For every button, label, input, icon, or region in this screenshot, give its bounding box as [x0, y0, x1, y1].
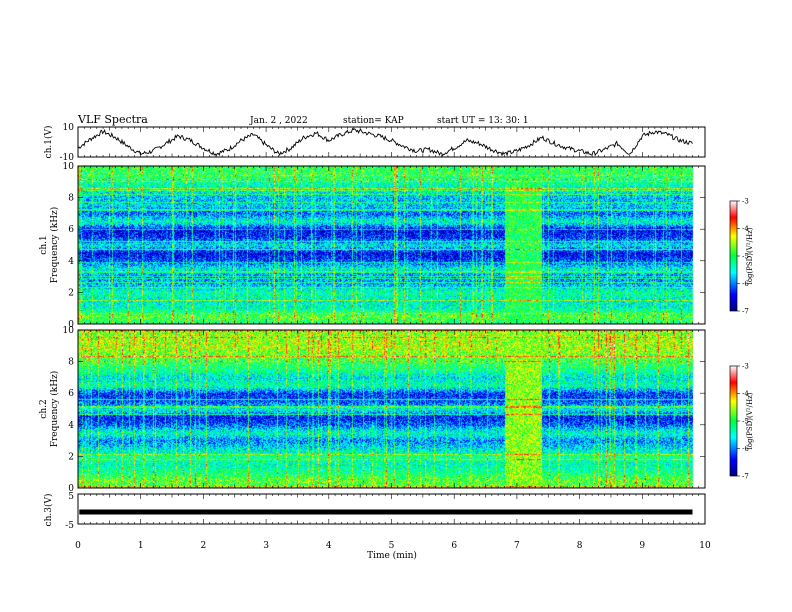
ch2-spectrogram-yticklabels: 0 2 4 6 8 10: [63, 326, 705, 494]
ch1-ytick-top: 10: [63, 123, 75, 133]
colorbar-tick-label: -3: [742, 363, 749, 371]
x-tick-label: 4: [326, 541, 332, 551]
colorbar-tick-label: -6: [742, 445, 749, 453]
ch1-colorbar-label: log(PSD)(V²/Hz): [746, 227, 754, 284]
y-tick-label: 2: [68, 452, 74, 462]
y-tick-label: 8: [68, 358, 74, 368]
x-tick-labels: 0 1 2 3 4 5 6 7 8 9 10: [75, 541, 711, 551]
colorbar-tick-label: -5: [742, 253, 749, 261]
x-tick-label: 0: [75, 541, 81, 551]
x-tick-label: 8: [577, 541, 583, 551]
ch2-spectrogram-ticks: [77, 330, 706, 488]
ch1-spectrogram-yticklabels: 0 2 4 6 8 10: [63, 162, 705, 330]
y-tick-label: 4: [68, 257, 74, 267]
colorbar-tick-label: -3: [742, 198, 749, 206]
ch2-colorbar-label: log(PSD)(V²/Hz): [746, 392, 754, 449]
colorbar-tick-label: -4: [742, 390, 749, 398]
y-tick-label: 6: [68, 389, 74, 399]
y-tick-label: 8: [68, 194, 74, 204]
ch1-frequency-label: Frequency (kHz): [49, 207, 60, 284]
y-tick-label: 0: [68, 484, 74, 494]
ch1-waveform-panel: 10 -10 ch.1(V): [43, 123, 706, 163]
y-tick-label: 4: [68, 421, 74, 431]
ch1-ylabel: ch.1(V): [43, 126, 54, 159]
ch3-ylabel: ch.3(V): [43, 494, 54, 527]
x-axis-label: Time (min): [367, 550, 417, 561]
x-tick-label: 6: [451, 541, 457, 551]
y-tick-label: 6: [68, 225, 74, 235]
y-tick-label: 0: [68, 320, 74, 330]
ch2-spectrogram-image: [78, 330, 705, 488]
ch3-signal-band: [79, 509, 693, 515]
ch3-ytick-bottom: -5: [65, 521, 74, 531]
y-tick-label: 10: [63, 162, 75, 172]
ch1-spectrogram-ticks: [77, 166, 706, 324]
colorbar-tick-label: -7: [742, 308, 749, 316]
x-tick-label: 10: [699, 541, 711, 551]
colorbar-tick-label: -7: [742, 473, 749, 481]
ch3-ytick-top: 5: [68, 492, 74, 502]
x-tick-label: 9: [639, 541, 645, 551]
y-tick-label: 2: [68, 288, 74, 298]
figure-title: VLF Spectra: [77, 113, 148, 126]
date-label: Jan. 2 , 2022: [249, 116, 308, 126]
colorbar-tick-label: -4: [742, 225, 749, 233]
x-tick-label: 1: [138, 541, 144, 551]
ch2-frequency-label: Frequency (kHz): [49, 371, 60, 448]
y-tick-label: 10: [63, 326, 75, 336]
start-time-label: start UT = 13: 30: 1: [437, 116, 529, 126]
ch2-colorbar: [729, 365, 738, 477]
ch3-ticks: [77, 494, 706, 524]
ch2-colorbar-ticks: -3 -4 -5 -6 -7: [737, 363, 749, 481]
ch1-ytick-bottom: -10: [60, 153, 75, 163]
x-tick-label: 2: [201, 541, 207, 551]
x-tick-label: 3: [263, 541, 269, 551]
x-tick-label: 5: [389, 541, 395, 551]
colorbar-tick-label: -5: [742, 418, 749, 426]
ch1-waveform-line: [77, 127, 693, 157]
ch1-colorbar-ticks: -3 -4 -5 -6 -7: [737, 198, 749, 316]
ch1-colorbar: [729, 200, 738, 312]
ch1-ticks: [77, 127, 706, 157]
ch1-panel-label: ch.1: [39, 235, 49, 254]
ch3-panel: 5 -5 ch.3(V): [43, 492, 706, 531]
ch1-spectrogram-image: [78, 166, 705, 324]
ch2-panel-label: ch.2: [39, 399, 49, 418]
x-tick-label: 7: [514, 541, 520, 551]
colorbar-tick-label: -6: [742, 280, 749, 288]
station-label: station= KAP: [343, 116, 404, 126]
